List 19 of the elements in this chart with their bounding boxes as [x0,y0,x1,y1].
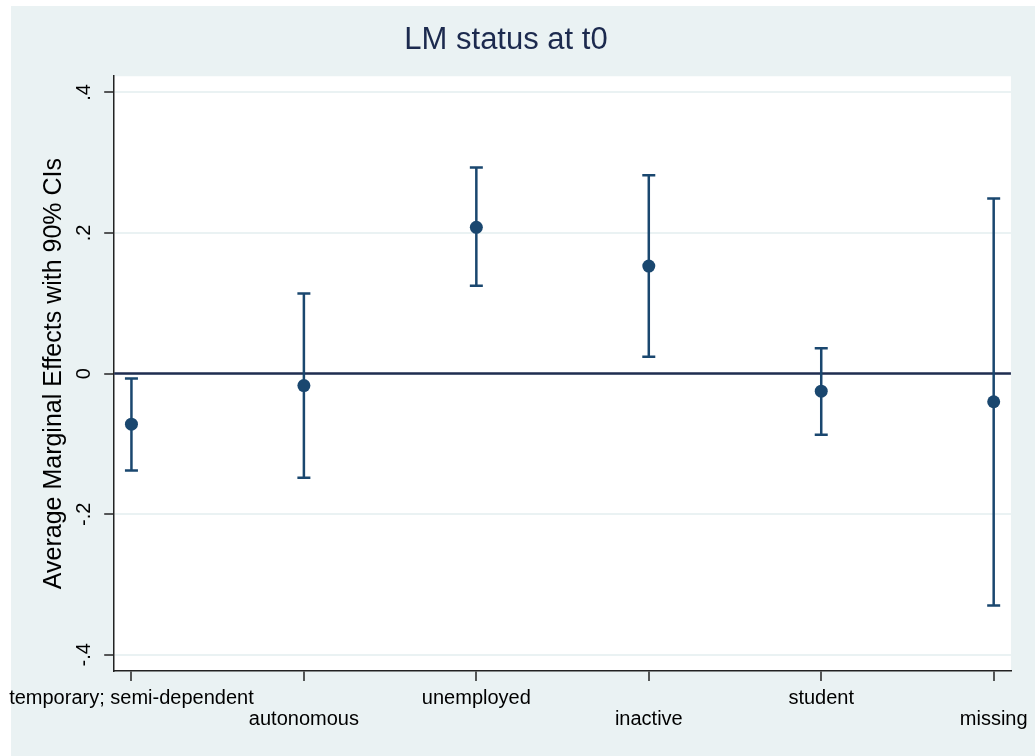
point [297,379,311,393]
x-tick-label: inactive [614,707,683,730]
point [124,417,138,431]
point [987,395,1001,409]
y-axis-title: Average Marginal Effects with 90% CIs [38,157,67,590]
x-tick-label: autonomous [248,707,359,730]
chart-title: LM status at t0 [404,21,608,57]
point [642,259,656,273]
x-tick-label: temporary; semi-dependent [9,686,255,709]
y-tick-label: -.4 [71,643,94,667]
y-tick-label: -.2 [71,502,94,526]
point [469,220,483,234]
x-tick-label: missing [959,707,1028,730]
y-tick-label: .2 [71,224,94,242]
y-tick-label: 0 [71,368,94,380]
x-tick-label: unemployed [421,686,531,709]
y-tick-label: .4 [71,84,94,101]
x-tick-label: student [788,686,855,709]
point [814,384,828,398]
